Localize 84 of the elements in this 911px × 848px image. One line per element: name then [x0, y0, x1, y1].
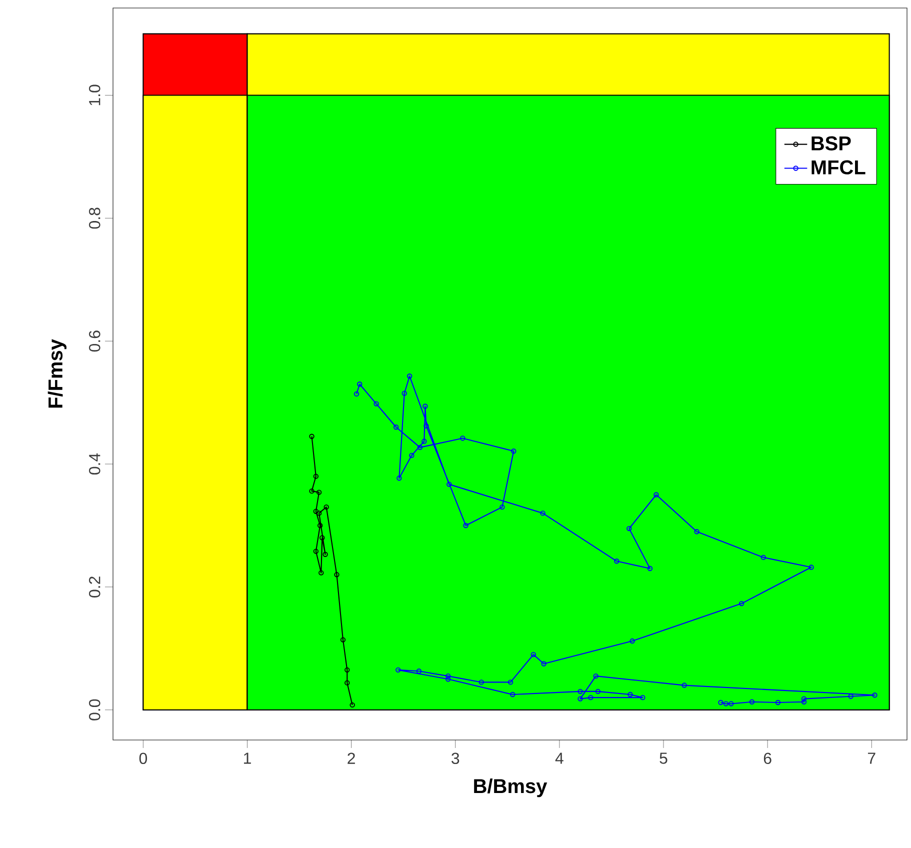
point — [463, 522, 468, 528]
y-tick-label: 0.4 — [88, 453, 100, 475]
point — [626, 526, 632, 532]
point — [654, 492, 659, 498]
point — [324, 504, 329, 510]
point — [808, 564, 814, 570]
point — [406, 374, 412, 379]
x-tick-label: 0 — [139, 752, 148, 764]
point — [322, 552, 328, 557]
legend-label: BSP — [812, 136, 851, 150]
point — [416, 668, 422, 674]
y-tick-label: 0.0 — [88, 699, 100, 720]
x-tick-label: 1 — [244, 752, 251, 764]
point — [445, 676, 451, 682]
point — [694, 529, 700, 534]
point — [801, 696, 807, 702]
point — [446, 482, 452, 487]
point — [374, 401, 379, 406]
point — [508, 680, 514, 685]
point — [578, 696, 583, 702]
point — [396, 476, 402, 481]
point — [313, 548, 319, 554]
point — [872, 692, 878, 698]
y-tick-label: 1.0 — [88, 84, 100, 106]
point — [801, 699, 807, 704]
point — [316, 490, 322, 495]
point — [578, 688, 583, 694]
point — [409, 452, 414, 458]
point — [760, 554, 766, 560]
point — [728, 701, 734, 706]
point — [417, 444, 423, 450]
point — [318, 570, 324, 576]
point — [320, 535, 325, 540]
point — [424, 423, 429, 429]
x-tick-label: 7 — [868, 752, 876, 764]
y-tick-label: 0.8 — [88, 208, 100, 229]
point — [402, 390, 407, 396]
legend-label: MFCL — [812, 160, 866, 174]
y-axis-title: F/Fmsy — [48, 339, 66, 408]
y-tick-label: 0.2 — [88, 576, 100, 598]
point — [647, 566, 653, 572]
point — [775, 700, 781, 706]
point — [848, 694, 854, 699]
x-tick-label: 2 — [348, 752, 355, 764]
point — [316, 510, 322, 516]
point — [593, 673, 598, 679]
x-tick-label: 6 — [764, 752, 772, 764]
point — [500, 504, 505, 510]
point — [460, 436, 466, 441]
point — [588, 694, 594, 700]
point — [738, 600, 744, 606]
point — [511, 448, 516, 454]
point — [334, 572, 340, 578]
x-tick-label: 3 — [452, 752, 460, 764]
point — [445, 673, 451, 679]
x-tick-label: 4 — [555, 752, 564, 764]
point — [317, 522, 323, 528]
point — [478, 680, 484, 685]
point — [510, 692, 516, 698]
point — [614, 558, 620, 564]
point — [682, 682, 687, 688]
point — [313, 508, 319, 514]
y-tick-label: 0.6 — [88, 330, 100, 352]
point — [309, 488, 314, 494]
point — [749, 699, 755, 704]
point — [422, 438, 427, 444]
point — [530, 652, 536, 658]
x-tick-label: 5 — [660, 752, 668, 764]
point — [393, 424, 399, 430]
point — [344, 667, 350, 673]
point — [628, 692, 633, 698]
point — [396, 667, 401, 673]
point — [630, 638, 635, 644]
point — [357, 382, 362, 387]
point — [541, 661, 546, 666]
point — [595, 688, 601, 694]
point — [640, 694, 646, 700]
point — [313, 474, 319, 479]
x-axis-title: B/Bmsy — [474, 778, 548, 798]
point — [723, 701, 729, 706]
point — [540, 510, 546, 516]
point — [422, 404, 428, 409]
point — [344, 680, 350, 686]
point — [340, 637, 346, 642]
